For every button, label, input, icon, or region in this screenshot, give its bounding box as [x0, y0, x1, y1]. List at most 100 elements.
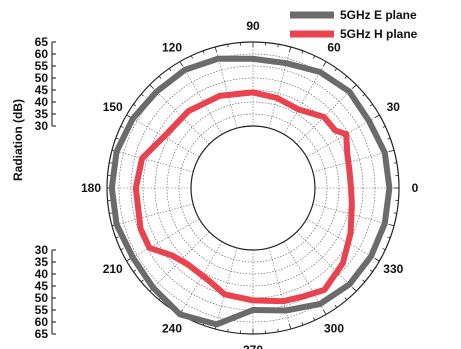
radius-label-lower-55: 55	[35, 303, 49, 317]
series-point-h-plane	[334, 129, 336, 131]
radius-label-lower-45: 45	[35, 279, 49, 293]
angle-label-60: 60	[327, 41, 341, 55]
angle-tick-mark	[344, 297, 348, 301]
series-point-h-plane	[141, 157, 143, 159]
radius-label-upper-45: 45	[35, 83, 49, 97]
series-point-e-plane	[156, 91, 158, 93]
angle-tick-mark	[362, 93, 366, 97]
angle-tick-mark	[313, 55, 316, 59]
series-point-h-plane	[163, 136, 165, 138]
series-point-e-plane	[319, 71, 321, 73]
angle-label-120: 120	[162, 41, 182, 55]
angle-tick-mark	[109, 212, 113, 214]
series-point-e-plane	[348, 91, 350, 93]
series-point-h-plane	[276, 97, 278, 99]
radius-label-lower-60: 60	[35, 315, 49, 329]
legend-label-h-plane: 5GHz H plane	[340, 27, 418, 41]
legend-label-e-plane: 5GHz E plane	[340, 8, 417, 22]
angle-tick-mark	[227, 44, 229, 48]
series-point-h-plane	[345, 133, 347, 135]
grid-spoke	[126, 218, 200, 262]
angle-tick-mark	[301, 50, 304, 54]
polar-grid	[106, 41, 400, 335]
angle-label-90: 90	[246, 19, 260, 33]
series-point-h-plane	[297, 108, 299, 110]
angle-label-300: 300	[324, 321, 344, 335]
series-point-h-plane	[350, 187, 352, 189]
angle-tick-mark	[227, 328, 229, 332]
grid-spoke	[312, 149, 395, 173]
radius-label-upper-35: 35	[35, 107, 49, 121]
angle-label-180: 180	[81, 181, 101, 195]
series-point-e-plane	[319, 303, 321, 305]
angle-tick-mark	[387, 137, 391, 140]
grid-spoke	[214, 247, 238, 330]
series-point-e-plane	[152, 287, 154, 289]
angle-tick-mark	[179, 61, 183, 67]
series-point-e-plane	[388, 187, 390, 189]
series-point-h-plane	[282, 300, 284, 302]
radius-label-upper-55: 55	[35, 59, 49, 73]
angle-tick-mark	[323, 61, 327, 67]
series-point-e-plane	[184, 69, 186, 71]
angle-tick-mark	[120, 125, 124, 128]
angle-label-330: 330	[383, 262, 403, 276]
series-point-h-plane	[350, 232, 352, 234]
series-point-h-plane	[351, 204, 353, 206]
angle-tick-labels: 0 30 60 90 120 150 180 210 240 270 300 330	[81, 19, 419, 349]
radius-label-upper-65: 65	[35, 35, 49, 49]
series-point-h-plane	[209, 280, 211, 282]
angle-tick-mark	[393, 162, 397, 164]
series-point-e-plane	[384, 152, 386, 154]
series-point-h-plane	[187, 264, 189, 266]
angle-tick-mark	[382, 248, 386, 251]
angle-tick-mark	[214, 46, 217, 52]
angle-tick-mark	[140, 279, 144, 283]
angle-label-0: 0	[412, 181, 419, 195]
angle-tick-mark	[289, 46, 292, 52]
series-point-h-plane	[323, 289, 325, 291]
grid-spoke	[296, 231, 357, 292]
grid-circle	[190, 125, 316, 251]
angle-tick-mark	[126, 258, 132, 262]
radius-label-upper-50: 50	[35, 71, 49, 85]
series-point-h-plane	[218, 95, 220, 97]
series-point-e-plane	[384, 222, 386, 224]
series-point-e-plane	[179, 313, 181, 315]
grid-spoke	[296, 84, 357, 145]
angle-tick-mark	[202, 50, 205, 54]
radius-label-lower-35: 35	[35, 255, 49, 269]
radius-label-lower-65: 65	[35, 327, 49, 341]
series-line-e-plane	[108, 55, 393, 328]
series-point-e-plane	[370, 255, 372, 257]
series-point-h-plane	[148, 247, 150, 249]
data-series	[108, 55, 393, 328]
grid-spoke	[268, 247, 292, 330]
angle-tick-mark	[374, 114, 380, 118]
series-point-h-plane	[303, 295, 305, 297]
angle-tick-mark	[115, 137, 119, 140]
angle-tick-mark	[389, 149, 395, 152]
angle-tick-mark	[109, 162, 113, 164]
series-point-e-plane	[252, 58, 254, 60]
series-point-e-plane	[132, 256, 134, 258]
legend: 5GHz E plane 5GHz H plane	[290, 8, 418, 41]
radius-label-lower-40: 40	[35, 267, 49, 281]
angle-tick-mark	[323, 309, 327, 315]
series-line-h-plane	[132, 89, 355, 305]
angle-tick-mark	[133, 103, 137, 107]
series-point-h-plane	[224, 293, 226, 295]
grid-circle	[166, 101, 340, 275]
series-point-e-plane	[368, 120, 370, 122]
angle-tick-mark	[277, 44, 279, 48]
angle-label-270: 270	[243, 343, 263, 349]
series-point-e-plane	[252, 309, 254, 311]
series-point-h-plane	[323, 116, 325, 118]
angle-tick-mark	[352, 84, 357, 89]
series-point-e-plane	[116, 224, 118, 226]
angle-tick-mark	[277, 328, 279, 332]
angle-tick-mark	[334, 304, 338, 308]
series-point-h-plane	[252, 91, 254, 93]
